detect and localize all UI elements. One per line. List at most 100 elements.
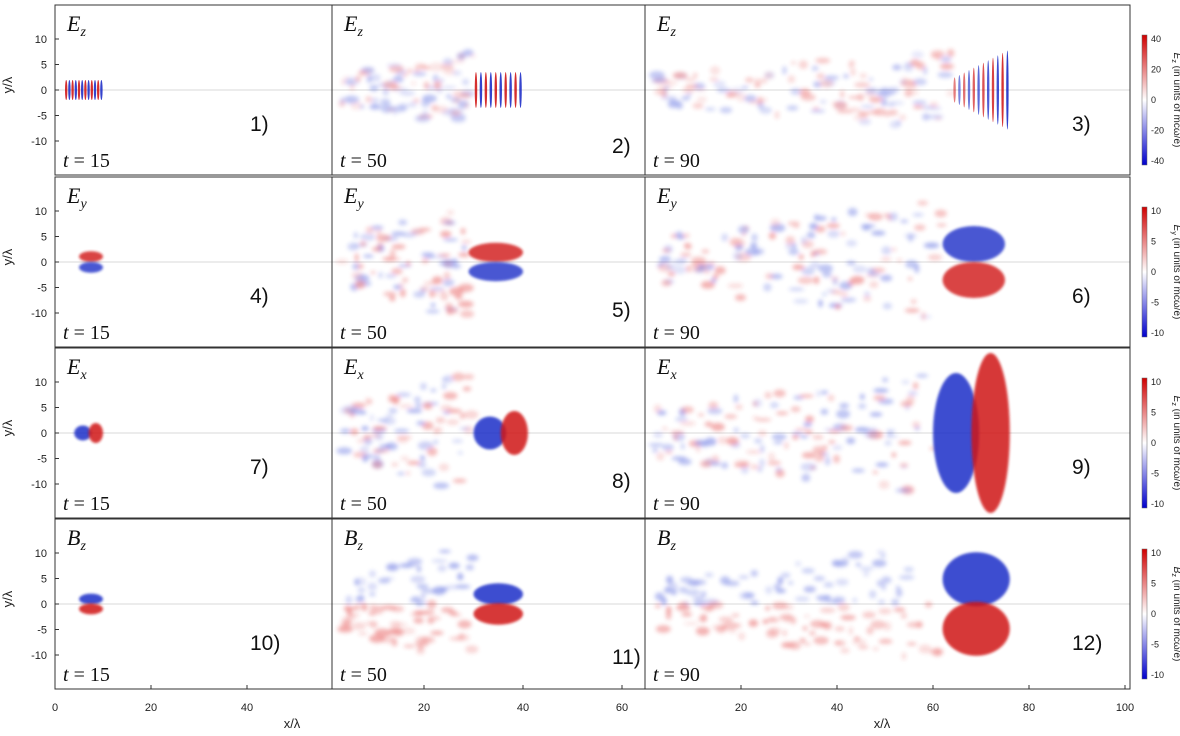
y-tick-label: 5: [41, 232, 47, 244]
panel-8: [331, 347, 646, 519]
field-label: Ey: [66, 183, 87, 212]
x-axis-label: x/λ: [874, 716, 891, 731]
y-tick-label: -5: [37, 454, 47, 466]
colorbar-scale: [1141, 206, 1148, 338]
y-tick-label: -5: [37, 111, 47, 123]
colorbar-label: Bz (in units of mcω/e): [1170, 567, 1180, 662]
y-tick-label: 10: [35, 548, 47, 560]
y-tick-label: 5: [41, 403, 47, 415]
colorbar-tick: 5: [1151, 237, 1156, 247]
panel-number: 12): [1072, 632, 1102, 655]
colorbar-tick: 0: [1151, 609, 1156, 619]
colorbar-tick: 0: [1151, 95, 1156, 105]
colorbar-scale: [1141, 34, 1148, 166]
panel-9: [644, 347, 1131, 519]
colorbar-tick: -10: [1151, 670, 1164, 680]
field-label: Bz: [344, 525, 363, 554]
panel-number: 4): [250, 285, 269, 308]
panel-frame: [644, 176, 1131, 348]
time-label: t = 50: [340, 322, 387, 344]
pulse: [933, 353, 1010, 513]
y-tick-label: -5: [37, 625, 47, 637]
colorbar-2: 10 5 0 -5 -10 Ey (in units of mcω/e): [1141, 206, 1180, 338]
pulse: [74, 423, 104, 443]
x-tick-label: 100: [1116, 702, 1134, 714]
colorbar-tick: -10: [1151, 499, 1164, 509]
field-label: Ey: [343, 183, 364, 212]
x-tick-label: 40: [517, 702, 529, 714]
colorbar-tick: -5: [1151, 469, 1159, 479]
panel-6: [644, 176, 1131, 348]
colorbar-4: 10 5 0 -5 -10 Bz (in units of mcω/e): [1141, 548, 1180, 680]
colorbar-tick: 0: [1151, 438, 1156, 448]
panel-number: 6): [1072, 285, 1091, 308]
pulse: [953, 50, 1009, 130]
pulse: [473, 583, 523, 625]
panel-frame: [644, 4, 1131, 176]
pulse: [942, 552, 1010, 656]
y-axis-label: y/λ: [0, 76, 15, 93]
panel-12: [644, 518, 1131, 690]
x-tick-label: 20: [145, 702, 157, 714]
field-label: Bz: [657, 525, 676, 554]
wake-structure: [337, 549, 479, 655]
colorbar-tick: 5: [1151, 579, 1156, 589]
field-label: Ex: [656, 354, 677, 383]
panel-frame: [644, 518, 1131, 690]
pulse: [79, 593, 103, 615]
panel-number: 7): [250, 456, 269, 479]
colorbar-label: Ey (in units of mcω/e): [1170, 225, 1180, 320]
x-tick-label: 80: [1023, 702, 1035, 714]
panel-frame: [644, 347, 1131, 519]
colorbar-3: 10 5 0 -5 -10 Ez (in units of mcω/e): [1141, 377, 1180, 509]
y-tick-label: 0: [41, 85, 47, 97]
time-label: t = 50: [340, 493, 387, 515]
time-label: t = 90: [653, 664, 700, 686]
panel-number: 3): [1072, 113, 1091, 136]
colorbar-label: Ez (in units of mcω/e): [1170, 396, 1180, 491]
y-tick-label: 0: [41, 428, 47, 440]
x-axis-label: x/λ: [284, 716, 301, 731]
colorbar-tick: 0: [1151, 267, 1156, 277]
wake-structure: [656, 200, 947, 321]
annotations: Ez t = 15 1) Ez t = 50 2) Ez t = 90 3) Ey t = 15 4)…: [63, 11, 1102, 686]
panel-number: 5): [612, 299, 631, 322]
panel-grid: [54, 4, 1131, 690]
x-tick-label: 20: [735, 702, 747, 714]
y-tick-label: 0: [41, 599, 47, 611]
panel-number: 11): [612, 646, 641, 669]
time-label: t = 15: [63, 322, 110, 344]
colorbar-tick: 10: [1151, 206, 1161, 216]
colorbar-tick: 10: [1151, 548, 1161, 558]
panel-10: [54, 518, 333, 690]
colorbar-tick: 20: [1151, 65, 1161, 75]
x-tick-label: 60: [616, 702, 628, 714]
panel-number: 9): [1072, 456, 1091, 479]
colorbar-tick: -20: [1151, 126, 1164, 136]
field-label: Bz: [67, 525, 86, 554]
colorbar-scale: [1141, 377, 1148, 509]
field-label: Ex: [66, 354, 87, 383]
x-tick-label: 40: [831, 702, 843, 714]
colorbar-tick: 10: [1151, 377, 1161, 387]
x-tick-label: 0: [52, 702, 58, 714]
y-tick-label: -5: [37, 283, 47, 295]
time-label: t = 50: [340, 664, 387, 686]
pulse: [468, 242, 523, 282]
time-label: t = 90: [653, 150, 700, 172]
colorbar-tick: -40: [1151, 156, 1164, 166]
pulse: [473, 411, 528, 455]
y-tick-label: -10: [31, 650, 47, 662]
y-axis-label: y/λ: [0, 248, 15, 265]
panel-7: [54, 347, 333, 519]
time-label: t = 15: [63, 150, 110, 172]
y-tick-label: -10: [31, 136, 47, 148]
y-tick-label: -10: [31, 479, 47, 491]
pulse: [942, 226, 1005, 298]
y-tick-label: 10: [35, 377, 47, 389]
panel-2: [331, 4, 646, 176]
wake-structure: [649, 49, 956, 129]
time-label: t = 90: [653, 322, 700, 344]
wake-structure: [335, 210, 474, 318]
